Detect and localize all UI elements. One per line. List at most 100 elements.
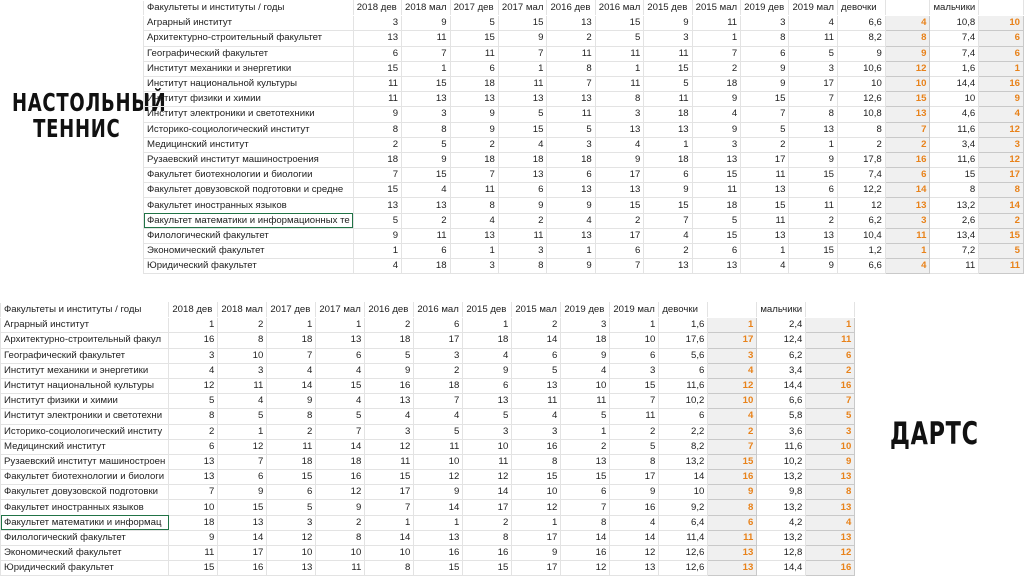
value-cell[interactable]: 17 (413, 332, 464, 349)
value-cell[interactable]: 15 (560, 469, 611, 486)
value-cell[interactable]: 5 (217, 408, 268, 425)
value-cell[interactable]: 13 (413, 529, 464, 547)
value-cell[interactable]: 8 (168, 408, 219, 425)
value-cell[interactable]: 6 (658, 408, 709, 425)
value-cell[interactable]: 9 (546, 258, 596, 275)
value-cell[interactable]: 13 (546, 15, 596, 32)
rank-cell[interactable]: 17 (707, 332, 758, 349)
value-cell[interactable]: 15 (352, 60, 403, 77)
faculty-name-cell[interactable]: Рузаевский институт машиностроения (143, 151, 354, 169)
value-cell[interactable]: 1 (643, 136, 693, 153)
value-cell[interactable]: 9,8 (756, 484, 807, 501)
value-cell[interactable]: 9 (401, 151, 451, 169)
value-cell[interactable]: 10 (413, 453, 464, 471)
value-cell[interactable]: 1 (497, 60, 548, 77)
value-cell[interactable]: 16 (168, 332, 219, 349)
value-cell[interactable]: 12,2 (837, 182, 886, 199)
value-cell[interactable]: 13 (352, 197, 403, 214)
value-cell[interactable]: 13 (364, 393, 415, 410)
value-cell[interactable]: 9 (740, 75, 790, 93)
value-cell[interactable]: 12,6 (837, 91, 886, 108)
value-cell[interactable]: 5 (413, 423, 464, 440)
faculty-name-cell[interactable]: Факультет иностранных языков (0, 499, 170, 516)
value-cell[interactable]: 5 (643, 75, 693, 93)
value-cell[interactable]: 6 (691, 242, 742, 260)
value-cell[interactable]: 8 (929, 182, 980, 199)
column-header[interactable]: 2019 мал (609, 301, 660, 319)
value-cell[interactable]: 1 (266, 317, 317, 334)
value-cell[interactable]: 6,2 (837, 212, 886, 229)
rank-cell[interactable]: 9 (805, 453, 856, 471)
value-cell[interactable]: 17 (594, 227, 645, 245)
rank-cell[interactable]: 6 (707, 514, 758, 531)
value-cell[interactable]: 13 (594, 182, 645, 199)
value-cell[interactable]: 6,6 (756, 393, 807, 410)
value-cell[interactable]: 8 (546, 60, 596, 77)
value-cell[interactable]: 2 (691, 60, 742, 77)
value-cell[interactable]: 6 (462, 377, 513, 395)
value-cell[interactable]: 13 (315, 332, 366, 349)
column-header[interactable]: 2018 дев (168, 301, 219, 319)
value-cell[interactable]: 14 (658, 469, 709, 486)
value-cell[interactable]: 3,4 (756, 362, 807, 379)
column-header[interactable]: 2017 дев (449, 0, 499, 17)
value-cell[interactable]: 6 (168, 438, 219, 455)
value-cell[interactable]: 7 (740, 106, 790, 123)
value-cell[interactable]: 4 (609, 514, 660, 531)
value-cell[interactable]: 15 (740, 197, 790, 214)
value-cell[interactable]: 5 (315, 408, 366, 425)
value-cell[interactable]: 5 (266, 499, 317, 516)
value-cell[interactable]: 15 (401, 167, 451, 184)
column-header[interactable] (884, 0, 931, 17)
value-cell[interactable]: 15 (364, 469, 415, 486)
value-cell[interactable]: 15 (594, 197, 645, 214)
value-cell[interactable]: 15 (691, 167, 742, 184)
value-cell[interactable]: 1 (609, 317, 660, 334)
value-cell[interactable]: 15 (929, 167, 980, 184)
rank-cell[interactable]: 10 (805, 438, 856, 455)
value-cell[interactable]: 1 (740, 242, 790, 260)
value-cell[interactable]: 14 (511, 332, 562, 349)
value-cell[interactable]: 6 (788, 182, 839, 199)
value-cell[interactable]: 3,6 (756, 423, 807, 440)
value-cell[interactable]: 18 (462, 332, 513, 349)
faculty-name-cell[interactable]: Институт национальной культуры (0, 377, 170, 395)
value-cell[interactable]: 17 (609, 469, 660, 486)
value-cell[interactable]: 4 (560, 362, 611, 379)
faculty-name-cell[interactable]: Аграрный институт (143, 15, 354, 32)
rank-cell[interactable]: 5 (805, 408, 856, 425)
value-cell[interactable]: 4 (364, 408, 415, 425)
value-cell[interactable]: 6 (217, 469, 268, 486)
value-cell[interactable]: 7 (546, 75, 596, 93)
value-cell[interactable]: 11 (594, 75, 645, 93)
rank-cell[interactable]: 4 (978, 106, 1024, 123)
value-cell[interactable]: 6,2 (756, 347, 807, 364)
value-cell[interactable]: 15 (740, 91, 790, 108)
value-cell[interactable]: 7 (497, 45, 548, 62)
value-cell[interactable]: 8 (315, 529, 366, 547)
rank-cell[interactable]: 17 (978, 167, 1024, 184)
column-header[interactable]: мальчики (756, 301, 807, 319)
column-header[interactable]: 2015 дев (462, 301, 513, 319)
value-cell[interactable]: 15 (609, 377, 660, 395)
value-cell[interactable]: 13 (643, 258, 693, 275)
value-cell[interactable]: 6 (413, 317, 464, 334)
rank-cell[interactable]: 13 (805, 469, 856, 486)
value-cell[interactable]: 10 (462, 438, 513, 455)
value-cell[interactable]: 7 (643, 212, 693, 229)
faculty-name-cell[interactable]: Аграрный институт (0, 317, 170, 334)
rank-cell[interactable]: 12 (707, 377, 758, 395)
value-cell[interactable]: 8 (352, 121, 403, 138)
value-cell[interactable]: 18 (691, 197, 742, 214)
value-cell[interactable]: 11 (546, 45, 596, 62)
value-cell[interactable]: 1 (352, 242, 403, 260)
value-cell[interactable]: 11 (788, 197, 839, 214)
faculty-name-cell[interactable]: Архитектурно-строительный факул (0, 332, 170, 349)
value-cell[interactable]: 7 (266, 347, 317, 364)
rank-cell[interactable]: 6 (978, 30, 1024, 47)
value-cell[interactable]: 4 (511, 408, 562, 425)
value-cell[interactable]: 8,2 (837, 30, 886, 47)
value-cell[interactable]: 6 (560, 484, 611, 501)
value-cell[interactable]: 6 (449, 60, 499, 77)
value-cell[interactable]: 7,4 (837, 167, 886, 184)
